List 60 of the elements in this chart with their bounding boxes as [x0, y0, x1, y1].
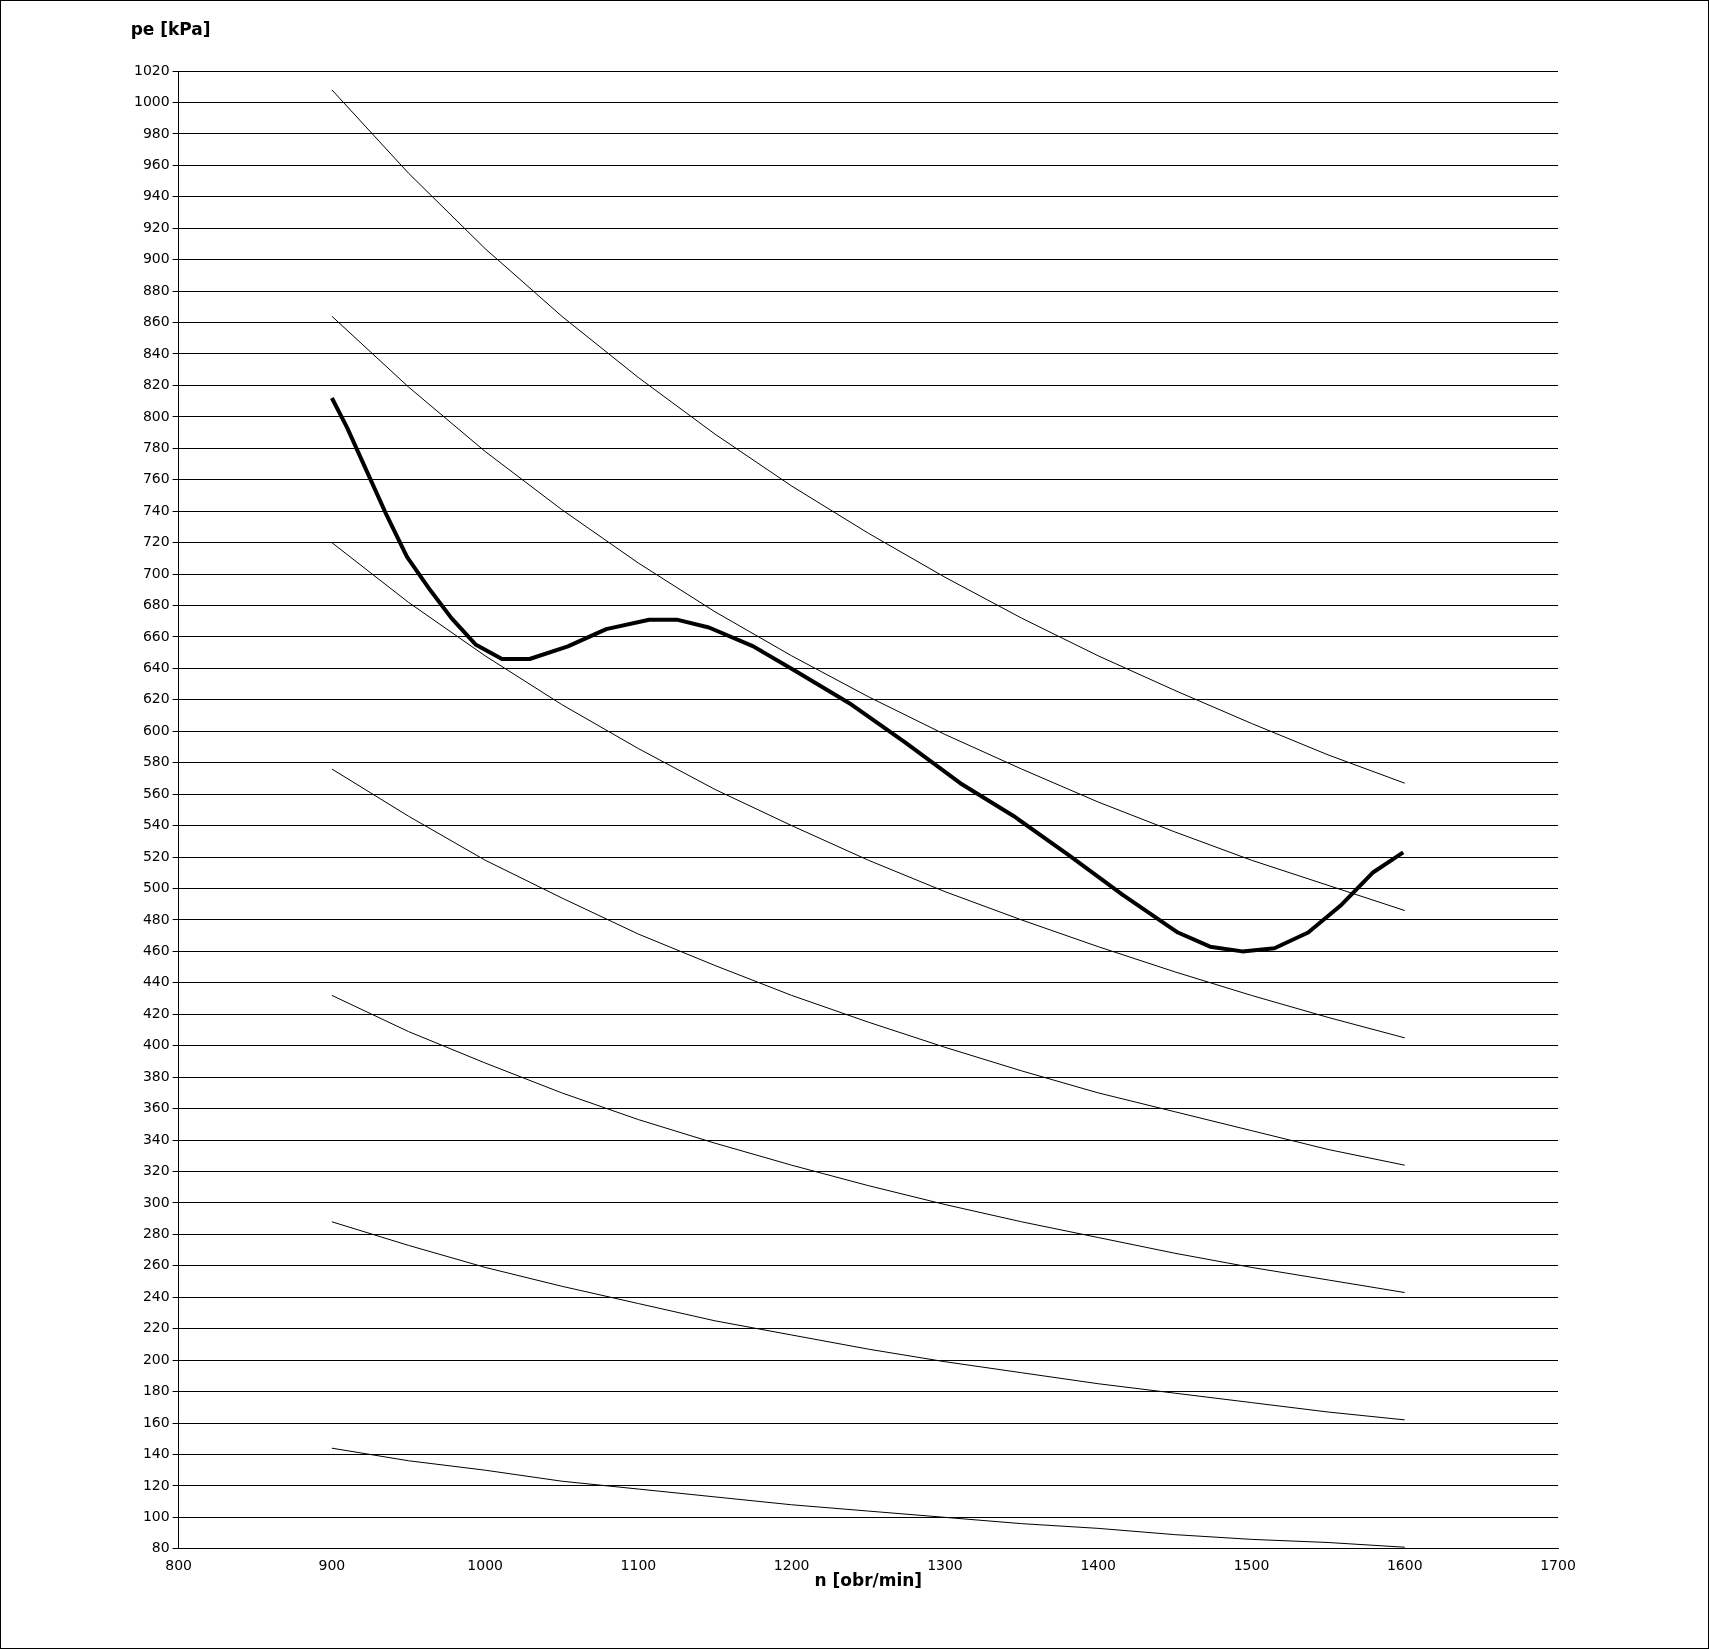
y-tick-label: 280	[142, 1225, 170, 1242]
x-tick-label: 1700	[1540, 1556, 1576, 1573]
y-tick-label: 80	[151, 1539, 170, 1556]
y-tick-label: 500	[142, 879, 170, 896]
y-tick-label: 920	[142, 218, 170, 235]
y-axis-title: pe [kPa]	[130, 18, 211, 39]
y-tick-label: 480	[142, 910, 170, 927]
y-tick-label: 100	[142, 1508, 170, 1524]
x-tick-label: 1400	[1080, 1556, 1117, 1573]
y-tick-label: 960	[142, 155, 170, 172]
y-tick-label: 360	[142, 1099, 170, 1116]
y-tick-label: 580	[142, 753, 170, 770]
y-tick-label: 520	[142, 847, 170, 864]
y-tick-label: 1020	[133, 61, 170, 78]
y-tick-label: 800	[142, 407, 170, 424]
y-tick-label: 840	[142, 344, 170, 361]
y-tick-label: 740	[142, 501, 170, 518]
x-tick-label: 1100	[620, 1556, 657, 1573]
y-tick-label: 720	[142, 533, 170, 550]
y-tick-label: 620	[142, 690, 170, 707]
y-tick-label: 180	[142, 1382, 170, 1399]
y-tick-label: 680	[142, 596, 170, 613]
y-tick-label: 400	[142, 1036, 170, 1053]
y-tick-label: 220	[142, 1319, 170, 1336]
y-tick-label: 200	[142, 1350, 170, 1367]
y-tick-label: 760	[142, 470, 170, 487]
x-tick-label: 1200	[773, 1556, 810, 1573]
y-tick-label: 320	[142, 1162, 170, 1179]
y-tick-label: 940	[142, 187, 170, 204]
y-tick-label: 780	[142, 438, 170, 455]
y-tick-label: 1000	[133, 93, 170, 110]
x-tick-label: 1000	[467, 1556, 503, 1573]
y-tick-label: 860	[142, 313, 170, 330]
y-tick-label: 640	[142, 659, 170, 676]
y-tick-label: 160	[142, 1413, 170, 1430]
y-tick-label: 660	[142, 627, 170, 644]
y-tick-label: 240	[142, 1287, 170, 1304]
y-tick-label: 880	[142, 281, 170, 298]
x-axis-title: n [obr/min]	[814, 1570, 923, 1591]
y-tick-label: 440	[142, 973, 170, 990]
y-tick-label: 980	[142, 124, 170, 141]
y-tick-label: 260	[142, 1256, 170, 1273]
y-tick-label: 380	[142, 1067, 170, 1084]
x-tick-label: 1500	[1233, 1556, 1270, 1573]
y-tick-label: 300	[142, 1193, 170, 1210]
x-tick-label: 1600	[1386, 1556, 1423, 1573]
y-tick-label: 340	[142, 1130, 170, 1147]
y-tick-label: 140	[142, 1445, 170, 1462]
y-tick-label: 540	[142, 816, 170, 833]
x-tick-label: 900	[318, 1556, 346, 1573]
x-tick-label: 800	[165, 1556, 192, 1573]
y-tick-label: 820	[142, 376, 170, 393]
x-tick-label: 1300	[927, 1556, 963, 1573]
y-tick-label: 560	[142, 784, 170, 801]
y-tick-label: 460	[142, 942, 170, 959]
y-tick-label: 420	[142, 1004, 170, 1021]
y-tick-label: 600	[142, 721, 170, 738]
y-tick-label: 120	[142, 1476, 170, 1493]
y-tick-label: 700	[142, 564, 170, 581]
y-tick-label: 900	[142, 250, 170, 267]
